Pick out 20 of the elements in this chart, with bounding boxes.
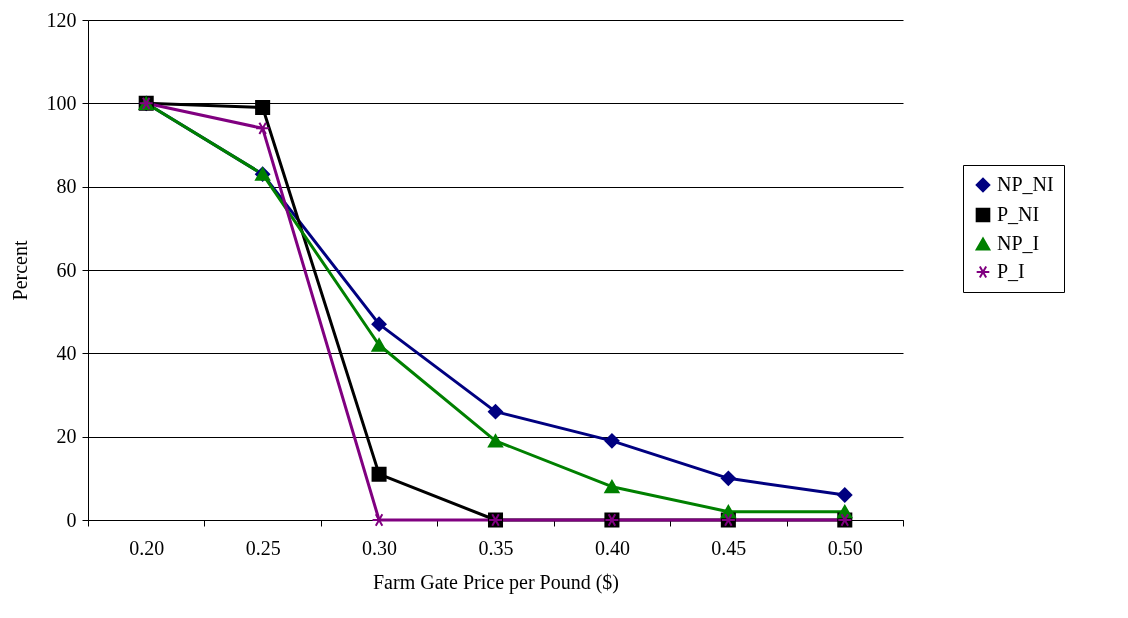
x-tick-label: 0.35 <box>478 536 514 559</box>
y-tick-label: 120 <box>46 8 77 31</box>
y-axis-title: Percent <box>8 240 31 301</box>
x-tick-label: 0.45 <box>711 536 747 559</box>
y-tick-label: 40 <box>56 341 77 364</box>
legend-label: P_I <box>997 260 1025 282</box>
y-tick-label: 0 <box>66 508 77 531</box>
x-tick-label: 0.20 <box>129 536 165 559</box>
x-tick-label: 0.25 <box>245 536 281 559</box>
legend-label: P_NI <box>997 203 1040 225</box>
legend-label: NP_I <box>997 232 1040 254</box>
x-axis-title: Farm Gate Price per Pound ($) <box>372 570 620 594</box>
x-tick-label: 0.30 <box>362 536 398 559</box>
legend-label: NP_NI <box>997 173 1054 195</box>
x-tick-label: 0.40 <box>594 536 630 559</box>
y-tick-label: 80 <box>56 175 77 198</box>
y-tick-label: 60 <box>56 258 77 281</box>
x-tick-label: 0.50 <box>827 536 863 559</box>
y-tick-label: 100 <box>46 91 77 114</box>
y-tick-label: 20 <box>56 425 77 448</box>
